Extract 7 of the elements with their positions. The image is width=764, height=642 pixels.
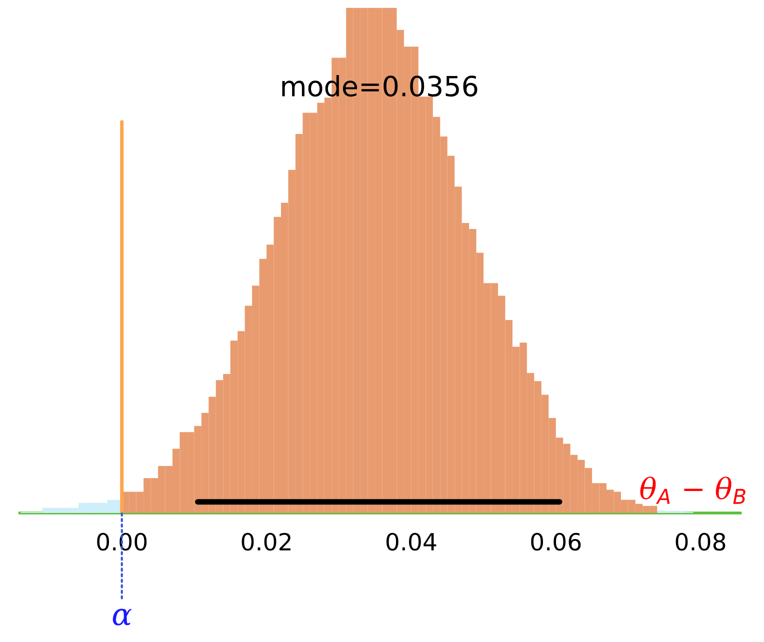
x-axis-title: θ$_{A}$ − θ$_{B}$ xyxy=(640,476,746,504)
x-tick-label: 0.04 xyxy=(386,532,436,551)
annotation: α xyxy=(112,608,132,626)
x-tick-label: 0.02 xyxy=(242,532,290,551)
x-tick-label: 0.08 xyxy=(676,532,726,551)
x-tick-label: 0.06 xyxy=(531,532,581,551)
x-tick-label: 0.00 xyxy=(97,532,147,551)
